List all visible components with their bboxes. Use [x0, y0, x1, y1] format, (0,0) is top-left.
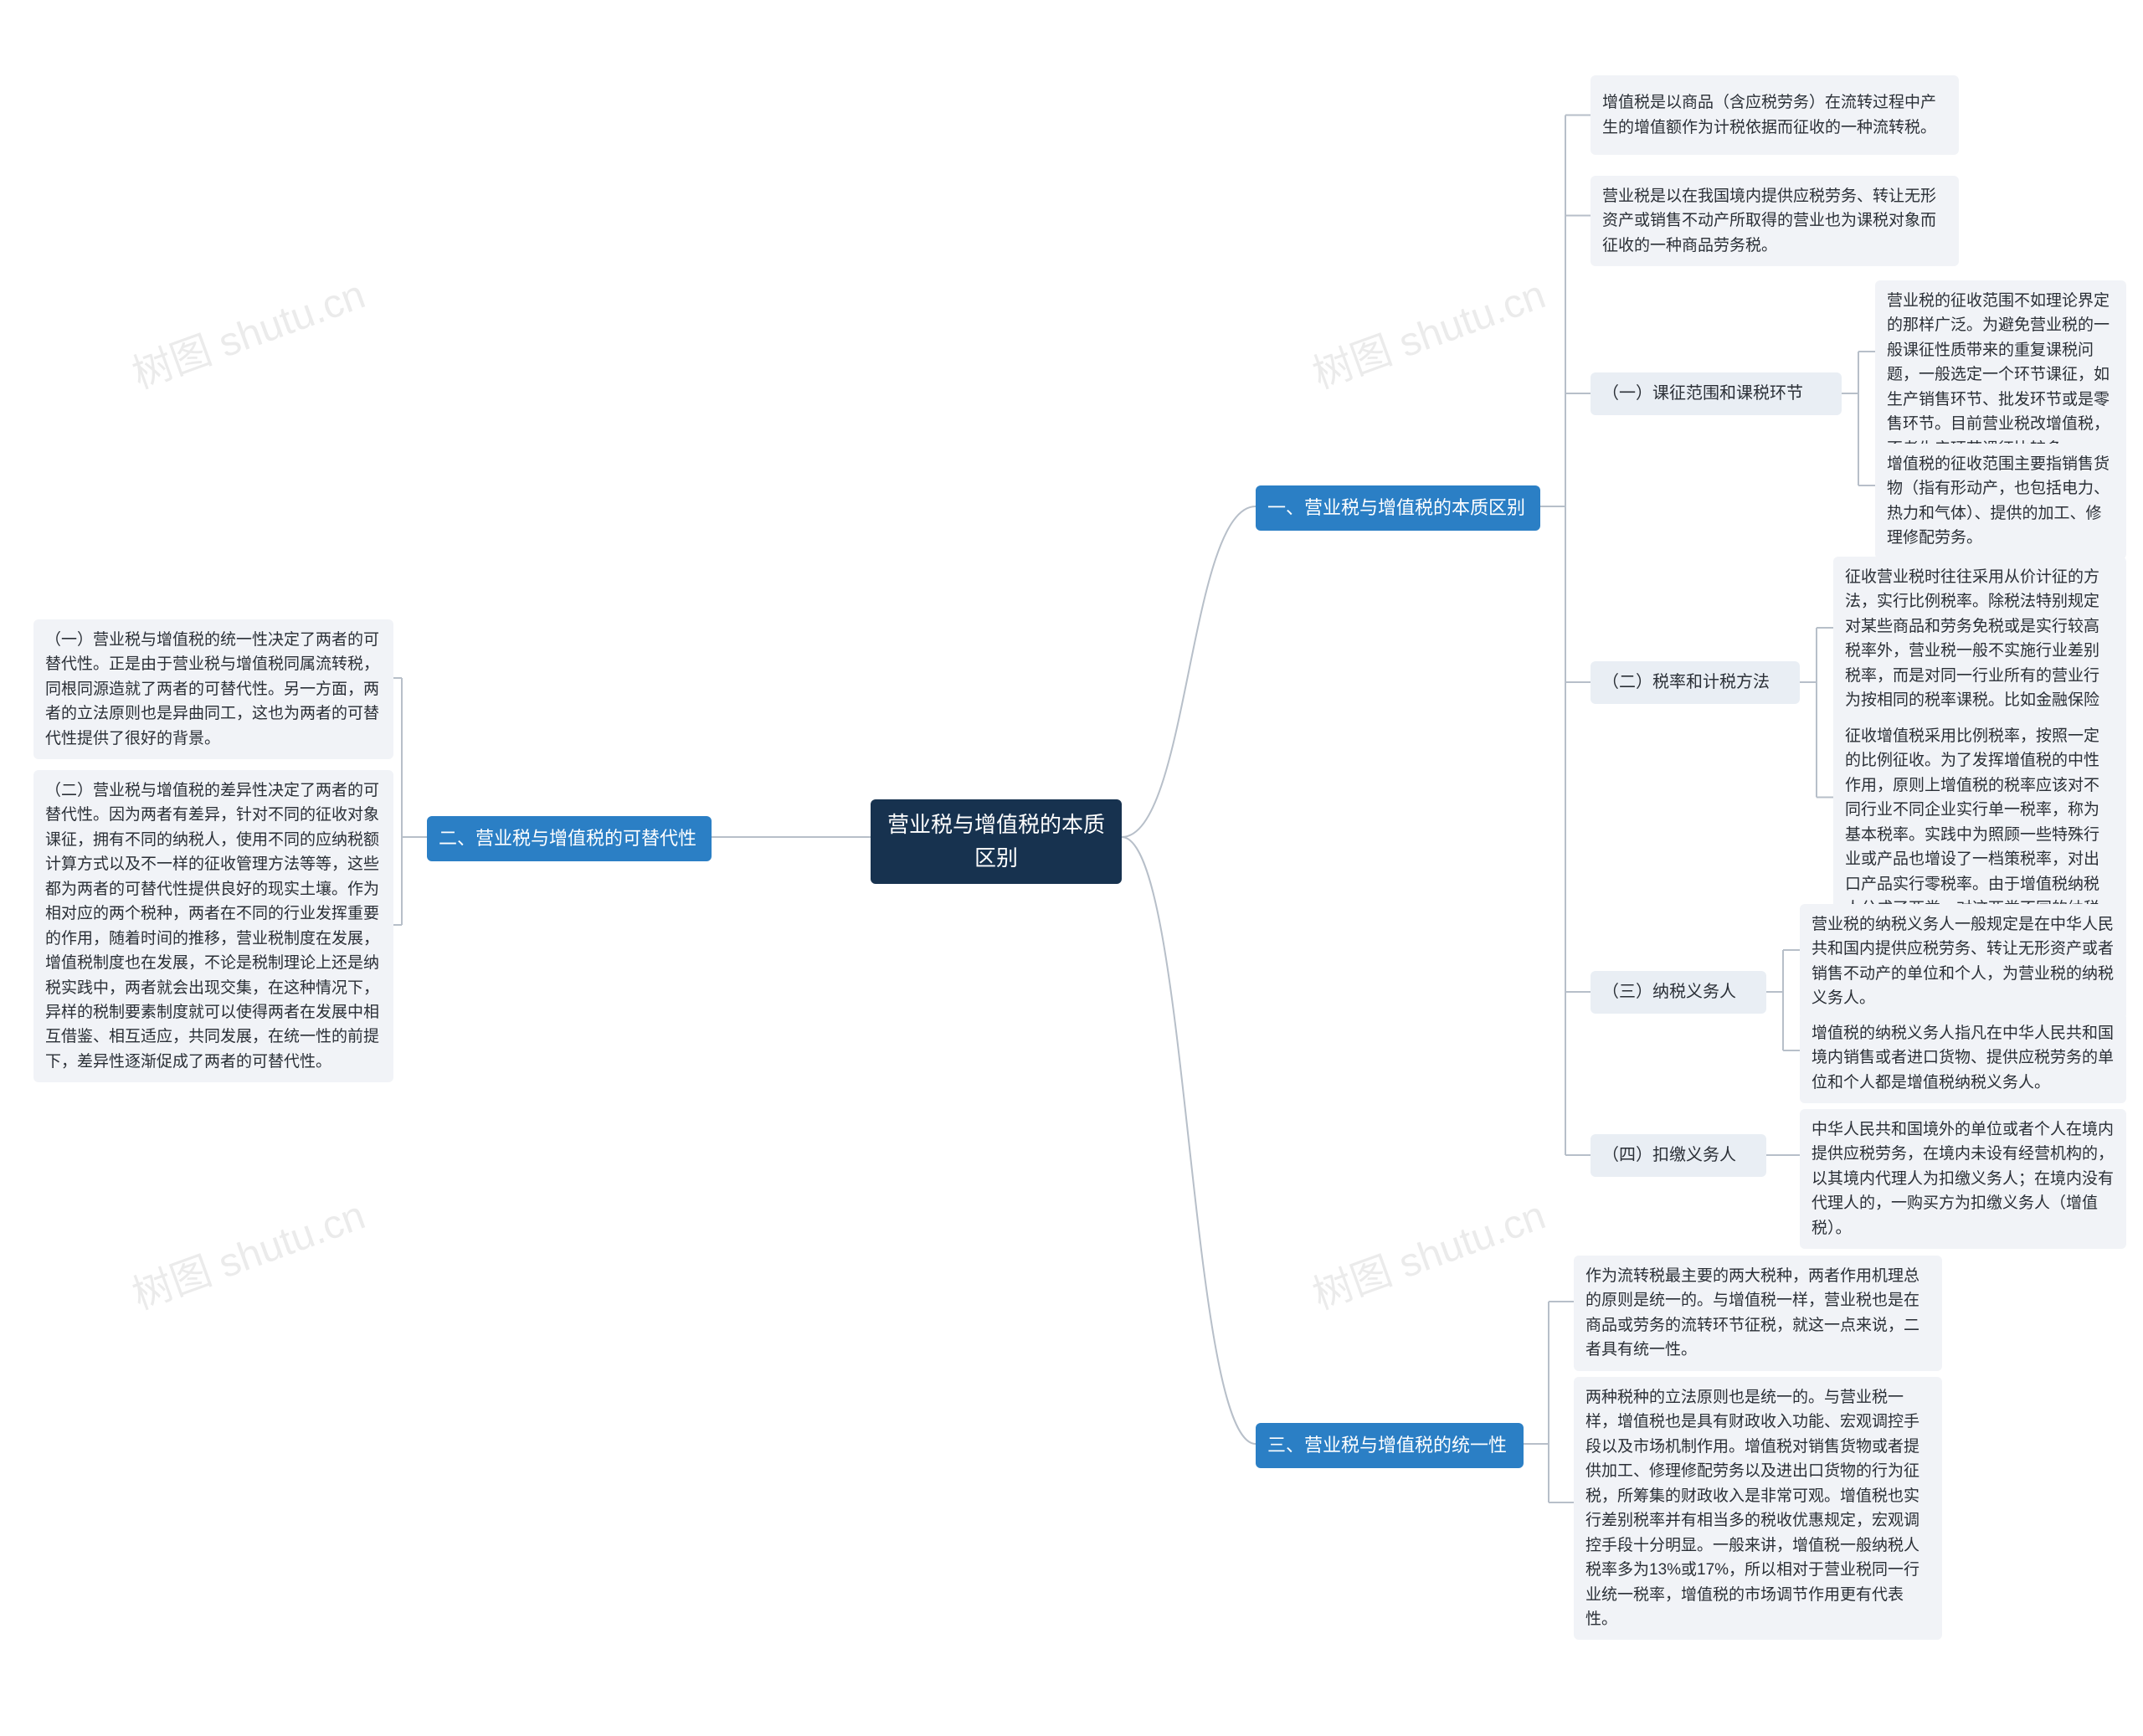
branch-node: 一、营业税与增值税的本质区别 [1256, 485, 1540, 531]
root-node: 营业税与增值税的本质区别 [871, 799, 1122, 884]
leaf-node: （二）营业税与增值税的差异性决定了两者的可替代性。因为两者有差异，针对不同的征收… [33, 770, 393, 1082]
watermark: 树图 shutu.cn [1303, 261, 1552, 399]
watermark: 树图 shutu.cn [123, 1182, 372, 1320]
branch-node: 二、营业税与增值税的可替代性 [427, 816, 712, 861]
watermark: 树图 shutu.cn [123, 261, 372, 399]
leaf-node: 营业税的纳税义务人一般规定是在中华人民共和国内提供应税劳务、转让无形资产或者销售… [1800, 904, 2126, 1020]
sub-node: （三）纳税义务人 [1591, 971, 1766, 1014]
watermark: 树图 shutu.cn [1303, 1182, 1552, 1320]
sub-node: （四）扣缴义务人 [1591, 1134, 1766, 1177]
leaf-node: 增值税是以商品（含应税劳务）在流转过程中产生的增值额作为计税依据而征收的一种流转… [1591, 75, 1959, 155]
sub-node: （二）税率和计税方法 [1591, 661, 1800, 704]
leaf-node: 增值税的征收范围主要指销售货物（指有形动产，也包括电力、热力和气体）、提供的加工… [1875, 444, 2126, 559]
leaf-node: 营业税的征收范围不如理论界定的那样广泛。为避免营业税的一般课征性质带来的重复课税… [1875, 280, 2126, 470]
branch-node: 三、营业税与增值税的统一性 [1256, 1423, 1524, 1468]
sub-node: （一）课征范围和课税环节 [1591, 372, 1842, 415]
leaf-node: 两种税种的立法原则也是统一的。与营业税一样，增值税也是具有财政收入功能、宏观调控… [1574, 1377, 1942, 1640]
leaf-node: 作为流转税最主要的两大税种，两者作用机理总的原则是统一的。与增值税一样，营业税也… [1574, 1256, 1942, 1371]
leaf-node: 中华人民共和国境外的单位或者个人在境内提供应税劳务，在境内未设有经营机构的，以其… [1800, 1109, 2126, 1249]
leaf-node: 营业税是以在我国境内提供应税劳务、转让无形资产或销售不动产所取得的营业也为课税对… [1591, 176, 1959, 266]
leaf-node: （一）营业税与增值税的统一性决定了两者的可替代性。正是由于营业税与增值税同属流转… [33, 619, 393, 759]
leaf-node: 增值税的纳税义务人指凡在中华人民共和国境内销售或者进口货物、提供应税劳务的单位和… [1800, 1013, 2126, 1103]
